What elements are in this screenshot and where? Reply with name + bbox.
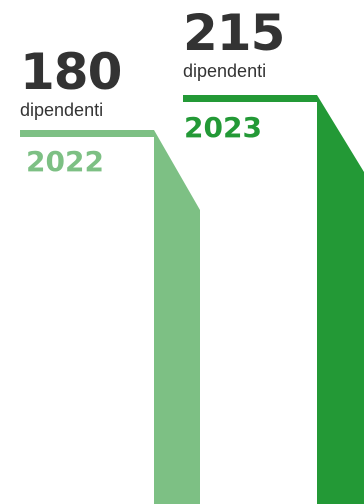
- year-label-2022: 2022: [26, 145, 104, 178]
- employee-count-2022: 180: [20, 43, 122, 101]
- employee-unit-2023: dipendenti: [183, 61, 267, 81]
- bar-2022: [20, 130, 200, 504]
- employee-unit-2022: dipendenti: [20, 100, 104, 120]
- bar-2023: [183, 95, 364, 504]
- year-label-2023: 2023: [184, 111, 262, 144]
- employee-count-2023: 215: [183, 4, 285, 62]
